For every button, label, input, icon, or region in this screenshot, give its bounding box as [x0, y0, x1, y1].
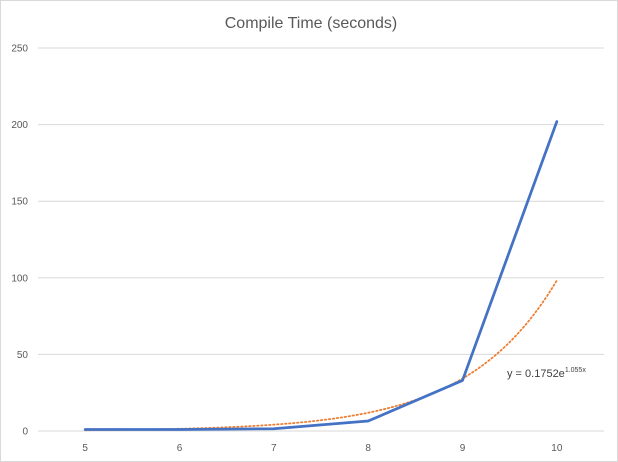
- y-tick-label: 50: [17, 350, 29, 361]
- y-tick-label: 250: [11, 44, 28, 55]
- x-tick-labels: 5 6 7 8 9 10: [82, 443, 562, 454]
- y-tick-label: 100: [11, 273, 28, 284]
- y-tick-label: 150: [11, 197, 28, 208]
- x-tick-label: 10: [551, 443, 563, 454]
- x-tick-label: 9: [460, 443, 466, 454]
- series-layer: [83, 120, 559, 431]
- y-tick-label: 200: [11, 120, 28, 131]
- x-tick-label: 5: [82, 443, 88, 454]
- trendline-layer: [84, 279, 558, 432]
- y-tick-label: 0: [22, 427, 28, 438]
- gridlines: [38, 47, 604, 432]
- trendline-equation-prefix: y = 0.1752e: [507, 368, 565, 380]
- x-tick-label: 7: [271, 443, 277, 454]
- y-tick-labels: 0 50 100 150 200 250: [11, 44, 28, 438]
- x-tick-label: 8: [365, 443, 371, 454]
- chart-title: Compile Time (seconds): [225, 15, 398, 32]
- trendline-equation-exponent: 1.055x: [565, 367, 587, 374]
- trendline-equation: y = 0.1752e1.055x: [507, 367, 586, 380]
- x-tick-label: 6: [177, 443, 183, 454]
- trendline: [84, 279, 558, 432]
- series-line: [83, 120, 559, 431]
